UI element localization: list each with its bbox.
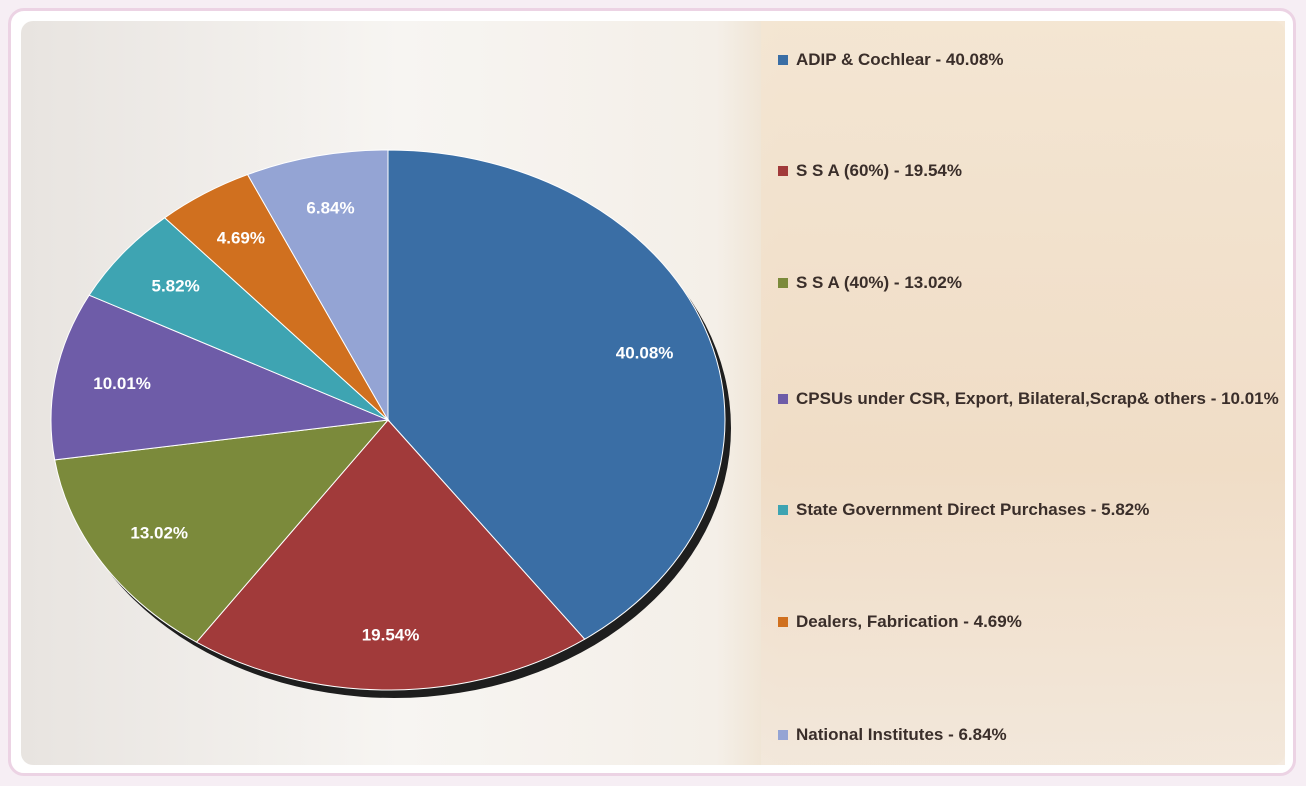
slice-label: 6.84%: [306, 198, 354, 217]
slice-label: 13.02%: [130, 524, 188, 543]
slice-label: 19.54%: [362, 625, 420, 644]
legend-swatch: [778, 278, 788, 288]
legend-item: National Institutes - 6.84%: [778, 722, 1281, 748]
legend-swatch: [778, 394, 788, 404]
legend-item: S S A (60%) - 19.54%: [778, 158, 1281, 184]
legend-label: Dealers, Fabrication - 4.69%: [796, 612, 1022, 631]
legend-item: State Government Direct Purchases - 5.82…: [778, 497, 1281, 523]
slice-label: 5.82%: [151, 276, 199, 295]
legend-label: State Government Direct Purchases - 5.82…: [796, 500, 1149, 519]
legend-label: S S A (40%) - 13.02%: [796, 273, 962, 292]
legend-item: Dealers, Fabrication - 4.69%: [778, 609, 1281, 635]
slice-label: 10.01%: [93, 374, 151, 393]
legend-label: National Institutes - 6.84%: [796, 725, 1007, 744]
legend-label: S S A (60%) - 19.54%: [796, 161, 962, 180]
legend-swatch: [778, 505, 788, 515]
slice-label: 4.69%: [217, 228, 265, 247]
legend-swatch: [778, 166, 788, 176]
legend-item: S S A (40%) - 13.02%: [778, 270, 1281, 296]
legend-label: ADIP & Cochlear - 40.08%: [796, 50, 1004, 69]
legend-item: CPSUs under CSR, Export, Bilateral,Scrap…: [778, 386, 1281, 412]
legend-item: ADIP & Cochlear - 40.08%: [778, 47, 1281, 73]
legend-label: CPSUs under CSR, Export, Bilateral,Scrap…: [796, 389, 1279, 408]
slice-label: 40.08%: [616, 343, 674, 362]
legend-swatch: [778, 55, 788, 65]
legend-swatch: [778, 730, 788, 740]
page: 40.08%19.54%13.02%10.01%5.82%4.69%6.84% …: [0, 0, 1306, 786]
legend-swatch: [778, 617, 788, 627]
